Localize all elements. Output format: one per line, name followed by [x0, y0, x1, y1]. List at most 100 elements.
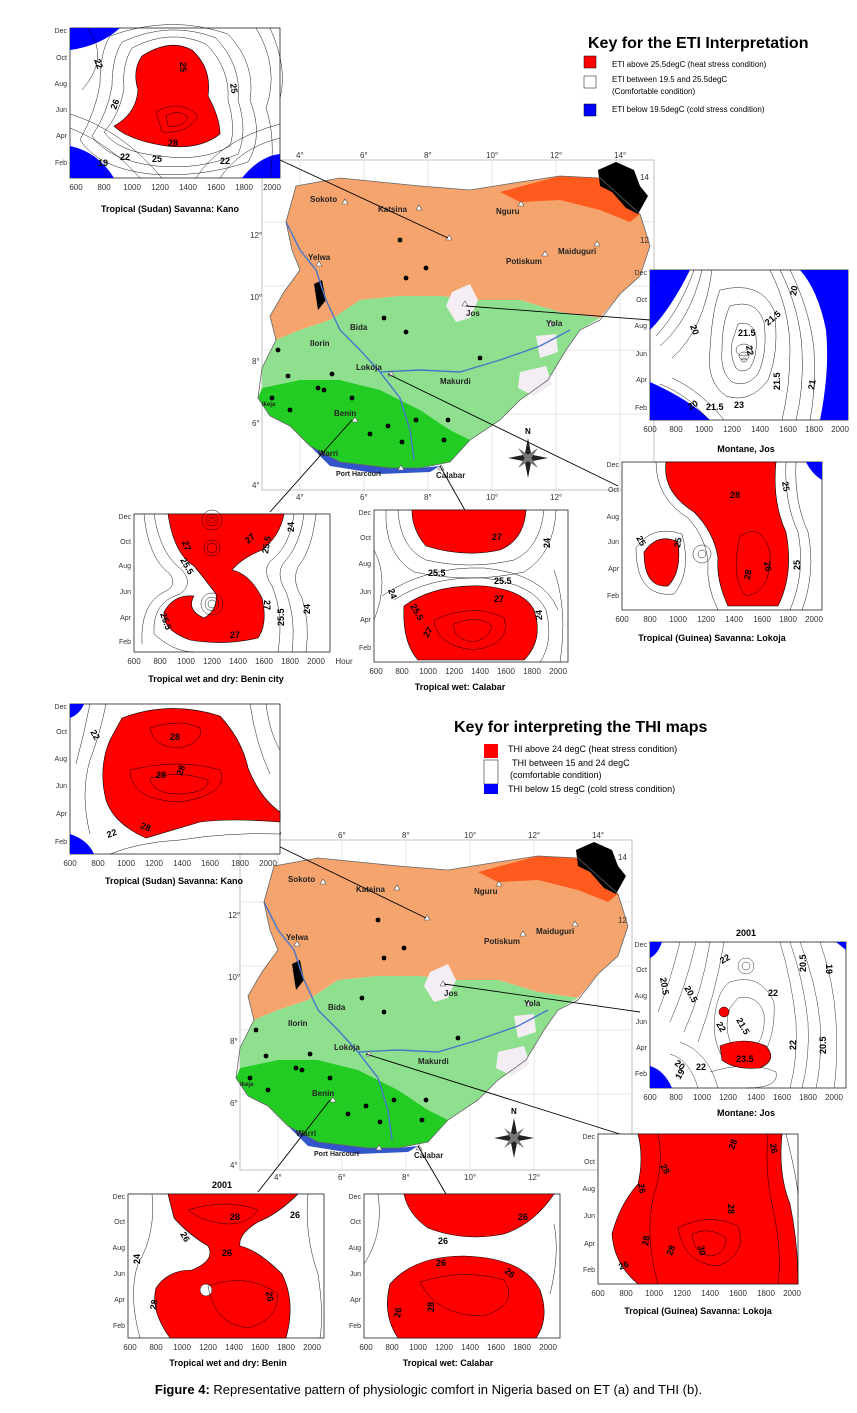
svg-text:1600: 1600: [773, 1093, 791, 1102]
city-potiskum: Potiskum: [506, 257, 542, 266]
eti-lokoja-heat-area: [665, 461, 789, 607]
svg-text:20: 20: [686, 398, 700, 412]
svg-text:600: 600: [591, 1289, 605, 1298]
svg-text:22: 22: [105, 827, 118, 840]
eti-heat-label: ETI above 25.5degC (heat stress conditio…: [612, 60, 767, 69]
svg-text:6°: 6°: [360, 151, 368, 160]
svg-text:Feb: Feb: [607, 593, 619, 600]
svg-text:N: N: [511, 1107, 517, 1116]
svg-text:Aug: Aug: [55, 81, 68, 88]
svg-text:20: 20: [788, 285, 800, 297]
svg-text:Dec: Dec: [583, 1134, 596, 1141]
svg-text:10°: 10°: [250, 293, 262, 302]
svg-text:28: 28: [664, 1244, 677, 1257]
svg-text:1400: 1400: [751, 425, 769, 434]
svg-text:28: 28: [742, 569, 754, 581]
svg-text:Oct: Oct: [636, 967, 647, 974]
thi-kano-panel: 22 28 28 28 22 28 Dec Oct Aug Jun Apr Feb 6…: [55, 703, 281, 886]
svg-text:6°: 6°: [338, 1173, 346, 1182]
svg-text:26: 26: [438, 1236, 448, 1246]
svg-text:22: 22: [696, 1062, 706, 1072]
svg-text:12°: 12°: [550, 151, 562, 160]
svg-text:27: 27: [492, 532, 502, 542]
thi-city-jos: Jos: [444, 989, 458, 998]
thi-kano-caption: Tropical (Sudan) Savanna: Kano: [105, 876, 244, 886]
svg-text:Feb: Feb: [635, 405, 647, 412]
svg-text:Dec: Dec: [55, 704, 68, 711]
svg-text:1000: 1000: [669, 615, 687, 624]
thi-lokoja-caption: Tropical (Guinea) Savanna: Lokoja: [624, 1306, 773, 1316]
svg-text:Oct: Oct: [56, 729, 67, 736]
figure-canvas: Sokoto Katsina Nguru Maiduguri Potiskum …: [55, 24, 849, 1368]
svg-text:27: 27: [262, 600, 272, 610]
svg-text:25.5: 25.5: [276, 608, 286, 626]
svg-text:1400: 1400: [701, 1289, 719, 1298]
svg-text:Dec: Dec: [113, 1194, 126, 1201]
lake-chad: [598, 162, 648, 214]
svg-text:Feb: Feb: [113, 1323, 125, 1330]
svg-text:4°: 4°: [274, 1173, 282, 1182]
svg-text:800: 800: [619, 1289, 633, 1298]
svg-text:600: 600: [123, 1343, 137, 1352]
svg-text:1200: 1200: [199, 1343, 217, 1352]
svg-text:21.5: 21.5: [738, 328, 756, 338]
svg-text:8°: 8°: [402, 831, 410, 840]
svg-text:2000: 2000: [307, 657, 325, 666]
city-bida: Bida: [350, 323, 368, 332]
city-katsina: Katsina: [378, 205, 407, 214]
svg-text:Feb: Feb: [359, 645, 371, 652]
thi-city-warri: Warri: [296, 1129, 316, 1138]
svg-text:Jun: Jun: [350, 1271, 361, 1278]
svg-text:1000: 1000: [693, 1093, 711, 1102]
city-yelwa: Yelwa: [308, 253, 331, 262]
sudan-savanna-zone: [270, 176, 650, 340]
svg-text:20: 20: [688, 323, 701, 336]
svg-text:Jun: Jun: [636, 1019, 647, 1026]
thi-benin-white-spot: [199, 1283, 213, 1297]
svg-text:26: 26: [290, 1210, 300, 1220]
svg-text:800: 800: [643, 615, 657, 624]
svg-text:Oct: Oct: [636, 297, 647, 304]
svg-text:600: 600: [69, 183, 83, 192]
svg-text:600: 600: [359, 1343, 373, 1352]
thi-city-ikeja: Ikeja: [240, 1082, 254, 1088]
thi-city-nguru: Nguru: [474, 887, 498, 896]
svg-text:25.5: 25.5: [428, 568, 446, 578]
svg-text:19: 19: [824, 964, 834, 974]
svg-text:Apr: Apr: [636, 377, 648, 384]
eti-vegetation-map: Sokoto Katsina Nguru Maiduguri Potiskum …: [250, 151, 655, 502]
svg-text:Apr: Apr: [56, 133, 68, 140]
svg-text:22: 22: [768, 988, 778, 998]
svg-text:24: 24: [302, 604, 312, 614]
thi-city-yola: Yola: [524, 999, 541, 1008]
svg-text:600: 600: [63, 859, 77, 868]
thi-benin-heat-area: [154, 1193, 299, 1339]
thi-comfort-label: THI between 15 and 24 degC: [512, 758, 630, 768]
svg-text:1400: 1400: [225, 1343, 243, 1352]
eti-comfort-label-2: (Comfortable condition): [612, 87, 695, 96]
svg-text:Oct: Oct: [56, 55, 67, 62]
svg-text:1800: 1800: [281, 657, 299, 666]
svg-text:26: 26: [436, 1258, 446, 1268]
svg-text:Jun: Jun: [584, 1213, 595, 1220]
svg-text:14: 14: [618, 853, 627, 862]
svg-text:Dec: Dec: [359, 510, 372, 517]
svg-text:28: 28: [148, 1299, 160, 1311]
svg-text:28: 28: [174, 764, 187, 777]
svg-text:19: 19: [673, 1067, 687, 1081]
svg-text:1600: 1600: [207, 183, 225, 192]
svg-text:1200: 1200: [145, 859, 163, 868]
svg-text:26: 26: [762, 561, 774, 573]
kainji-lake: [314, 280, 326, 310]
svg-text:Jun: Jun: [120, 589, 131, 596]
svg-text:25.5: 25.5: [260, 535, 273, 554]
svg-text:12°: 12°: [250, 231, 262, 240]
svg-text:27: 27: [494, 594, 504, 604]
svg-text:1400: 1400: [179, 183, 197, 192]
svg-text:26: 26: [503, 1266, 517, 1280]
thi-city-yelwa: Yelwa: [286, 933, 309, 942]
svg-text:28: 28: [658, 1162, 672, 1176]
svg-text:Aug: Aug: [635, 993, 648, 1000]
station-dots: [269, 237, 483, 445]
